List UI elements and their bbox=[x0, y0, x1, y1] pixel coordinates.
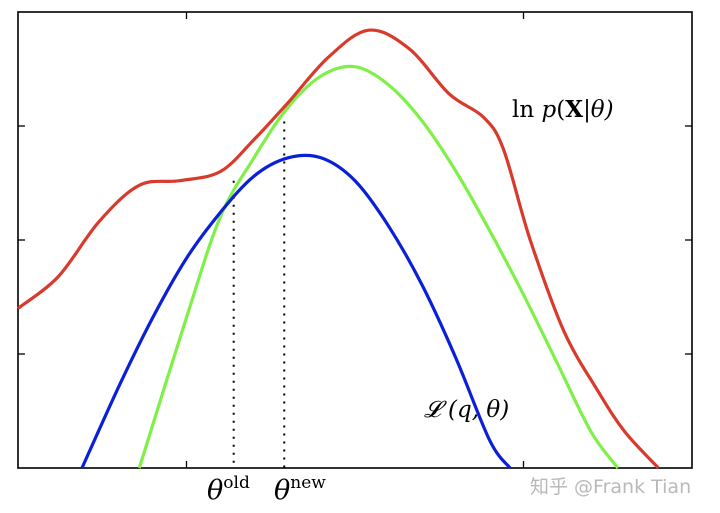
watermark: 知乎 @Frank Tian bbox=[530, 476, 691, 498]
series-label-lower-bound: 𝓛 (q, θ) bbox=[424, 397, 509, 423]
plot-frame bbox=[17, 11, 693, 469]
series-label-log-likelihood: ln p(X|θ) bbox=[512, 96, 614, 123]
theta-new-label: θnew bbox=[274, 473, 326, 506]
series-line-lower-bound bbox=[80, 153, 512, 470]
theta-old-label: θold bbox=[207, 473, 250, 506]
theta-markers bbox=[232, 121, 286, 468]
series-line-new-lower-bound bbox=[137, 64, 620, 469]
series-line-log-likelihood bbox=[17, 28, 660, 470]
axis-ticks bbox=[18, 12, 692, 468]
series-lines bbox=[17, 28, 660, 470]
